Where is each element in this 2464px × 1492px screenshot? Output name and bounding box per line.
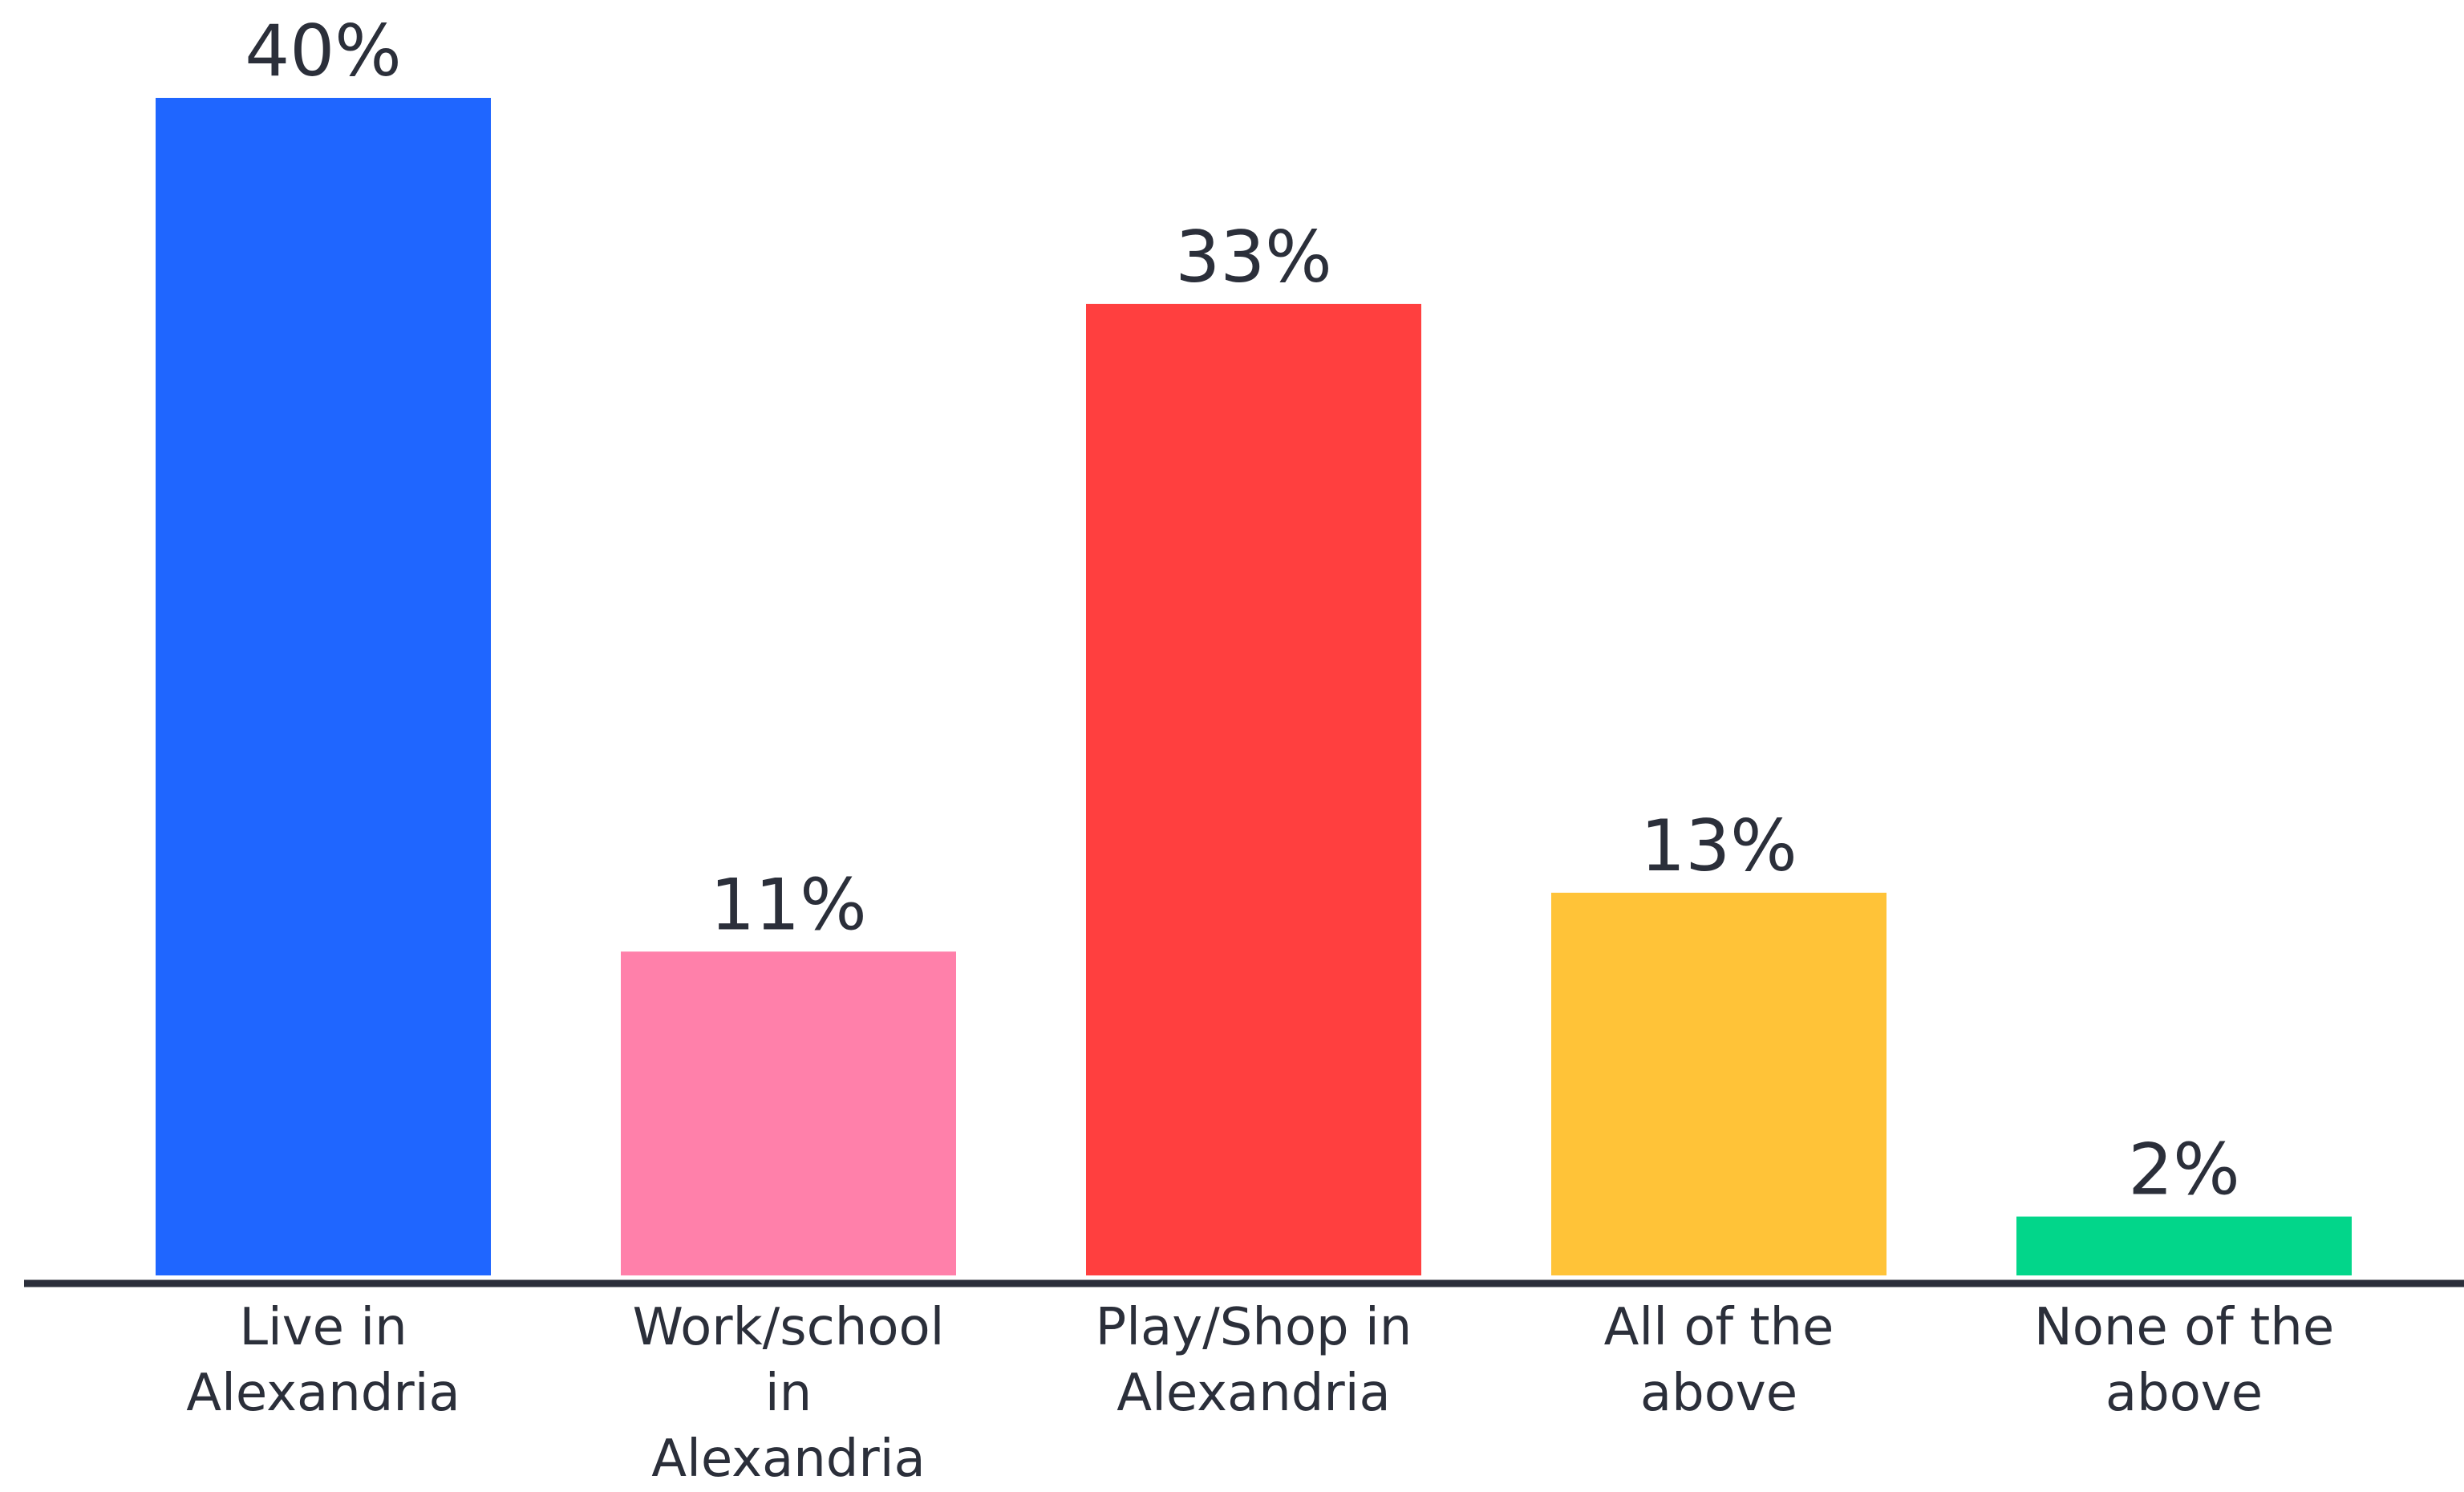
bar-2 [621, 951, 956, 1275]
category-label-line: above [1640, 1364, 1797, 1423]
category-label-line: Alexandria [1116, 1364, 1390, 1423]
category-label-3: Play/Shop in Alexandria [1096, 1298, 1412, 1423]
value-label-3: 33% [1175, 216, 1332, 298]
category-label-line: above [2105, 1364, 2263, 1423]
value-label-1: 40% [245, 10, 402, 92]
bar-4 [1551, 892, 1886, 1275]
category-label-line: Play/Shop in [1096, 1298, 1412, 1357]
value-label-5: 2% [2128, 1129, 2240, 1211]
category-label-2: Work/school in Alexandria [633, 1298, 945, 1489]
bar-1 [156, 98, 491, 1275]
category-label-line: Alexandria [651, 1429, 925, 1489]
category-labels-layer: Live in Alexandria Work/school in Alexandria… [186, 1298, 2334, 1489]
category-label-line: None of the [2034, 1298, 2334, 1357]
category-label-line: Alexandria [186, 1364, 460, 1423]
value-label-2: 11% [710, 863, 867, 946]
category-label-line: Work/school [633, 1298, 945, 1357]
bar-5 [2016, 1216, 2352, 1275]
bar-3 [1086, 303, 1421, 1275]
bars-layer [156, 98, 2352, 1275]
category-label-line: Live in [239, 1298, 407, 1357]
value-label-4: 13% [1640, 805, 1797, 887]
category-label-line: All of the [1604, 1298, 1834, 1357]
category-label-4: All of the above [1604, 1298, 1834, 1423]
category-label-1: Live in Alexandria [186, 1298, 460, 1423]
category-label-line: in [765, 1364, 812, 1423]
value-labels-layer: 40% 11% 33% 13% 2% [245, 10, 2240, 1211]
category-label-5: None of the above [2034, 1298, 2334, 1423]
